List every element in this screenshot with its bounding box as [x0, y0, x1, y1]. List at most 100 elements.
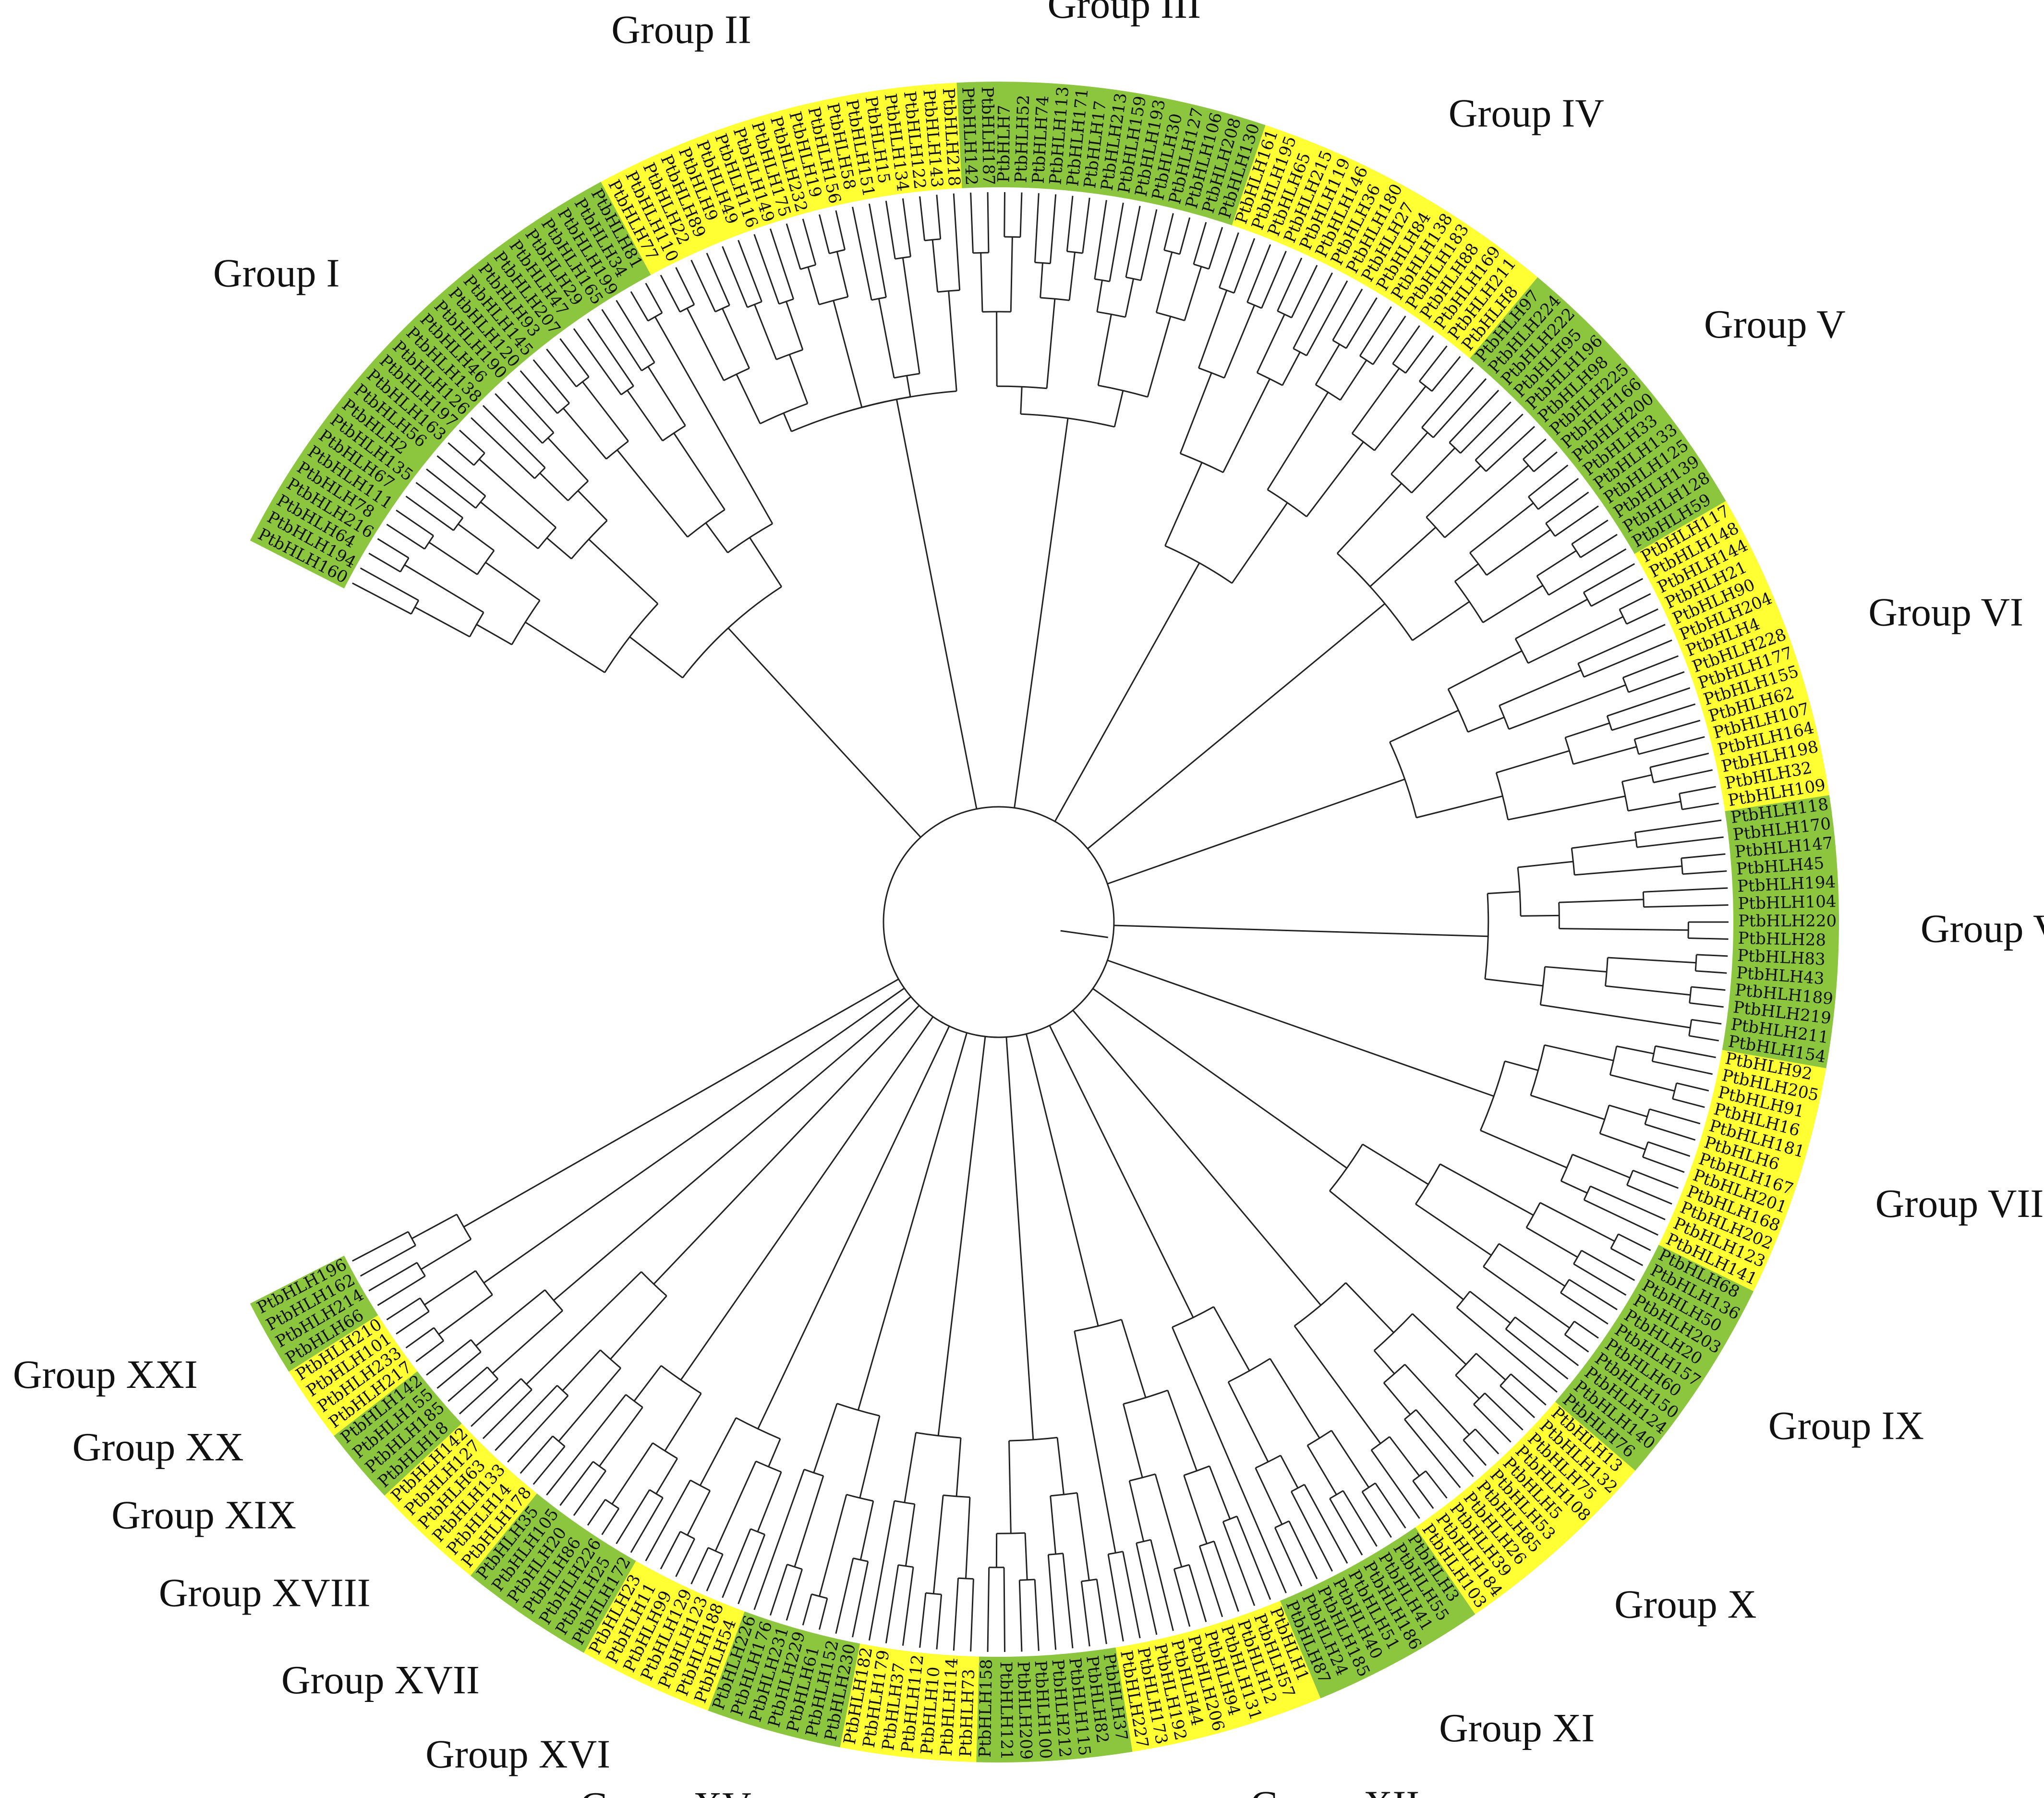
branch — [919, 196, 926, 241]
group-band — [1722, 795, 1839, 1069]
branch — [1198, 1545, 1223, 1617]
branch — [1345, 297, 1378, 349]
branch — [1306, 280, 1348, 356]
branch — [1062, 1553, 1074, 1649]
branch — [818, 214, 830, 254]
branch-arc — [1274, 1520, 1290, 1529]
branch-arc — [1606, 716, 1613, 731]
branch-arc — [819, 296, 848, 305]
branch — [1536, 550, 1577, 577]
branch — [627, 389, 664, 441]
group-band — [1634, 501, 1829, 811]
branch-arc — [1391, 474, 1413, 494]
branch — [559, 1461, 594, 1506]
leaf-label: PtbHLH104 — [1738, 892, 1837, 913]
branch-arc — [1257, 372, 1283, 386]
branch — [931, 240, 939, 292]
group-band — [601, 83, 962, 275]
branch — [1306, 1445, 1337, 1495]
branch — [479, 458, 556, 528]
branch — [1018, 1580, 1023, 1652]
branch — [411, 1214, 458, 1239]
branch — [1591, 578, 1644, 607]
branch-arc — [1353, 569, 1413, 641]
branch — [1219, 232, 1239, 288]
branch — [1107, 1554, 1124, 1641]
branch — [749, 537, 783, 587]
branch — [360, 567, 419, 601]
branch-arc — [1651, 1045, 1656, 1062]
branch-arc — [916, 1432, 961, 1439]
branch-arc — [837, 390, 957, 415]
branch — [1065, 418, 1069, 428]
group-label: Group XV — [580, 1784, 751, 1798]
branch — [1448, 650, 1523, 690]
branch-arc — [1156, 312, 1185, 321]
branch — [722, 1529, 751, 1598]
branch — [377, 538, 410, 559]
group-band — [289, 1315, 418, 1436]
branch — [415, 482, 463, 519]
branch — [1147, 316, 1172, 398]
branch-arc — [925, 1592, 942, 1595]
branch — [1421, 367, 1474, 428]
branch — [1362, 1143, 1429, 1185]
branch — [654, 316, 774, 524]
branch — [1329, 1190, 1464, 1300]
branch — [868, 203, 887, 298]
branch — [1527, 616, 1624, 664]
branch — [852, 1561, 869, 1638]
trunk-branch — [1113, 924, 1422, 935]
trunk-branch — [1005, 1037, 1033, 1431]
branch — [1628, 801, 1681, 812]
branch — [706, 1554, 724, 1591]
branch — [885, 1565, 899, 1644]
branch — [1679, 786, 1716, 794]
branch — [686, 308, 725, 381]
branch — [1460, 401, 1512, 454]
branch — [1288, 1520, 1318, 1579]
branch — [1374, 386, 1427, 451]
branch — [1315, 344, 1341, 385]
branch — [526, 1271, 642, 1385]
branch — [1540, 1004, 1691, 1029]
branch — [794, 1475, 824, 1567]
branch — [1404, 1364, 1470, 1435]
branch — [1616, 1045, 1654, 1055]
branch-arc — [542, 432, 555, 444]
branch — [1392, 325, 1420, 364]
branch — [1483, 1266, 1570, 1329]
branch — [1411, 447, 1456, 494]
branch — [645, 282, 663, 314]
trunk-branch — [687, 1005, 920, 1249]
branch — [1066, 195, 1074, 252]
branch — [1485, 425, 1536, 472]
branch — [857, 1400, 862, 1410]
inner-spur — [1060, 930, 1108, 938]
branch — [1475, 413, 1524, 461]
branch — [1610, 1248, 1644, 1266]
branch — [463, 1063, 751, 1228]
branch-arc — [511, 600, 541, 645]
branch — [1256, 314, 1285, 373]
branch-arc — [1514, 638, 1529, 664]
branch — [1032, 1430, 1034, 1440]
branch — [1608, 957, 1696, 964]
branch — [1515, 598, 1588, 640]
branch — [987, 192, 990, 253]
branch-arc — [1392, 363, 1406, 374]
branch — [1688, 937, 1729, 940]
branch — [1584, 639, 1672, 678]
branch-arc — [708, 1547, 724, 1555]
branch — [757, 1151, 891, 1429]
trunk-branch — [1054, 650, 1151, 822]
trunk-branch — [750, 978, 899, 1065]
branch — [699, 1417, 737, 1486]
trunk-branch — [677, 987, 905, 1148]
branch — [1682, 870, 1727, 875]
branch — [1584, 1199, 1658, 1236]
branch-arc — [567, 480, 589, 501]
branch — [1294, 1325, 1381, 1444]
branch — [1173, 1568, 1191, 1627]
